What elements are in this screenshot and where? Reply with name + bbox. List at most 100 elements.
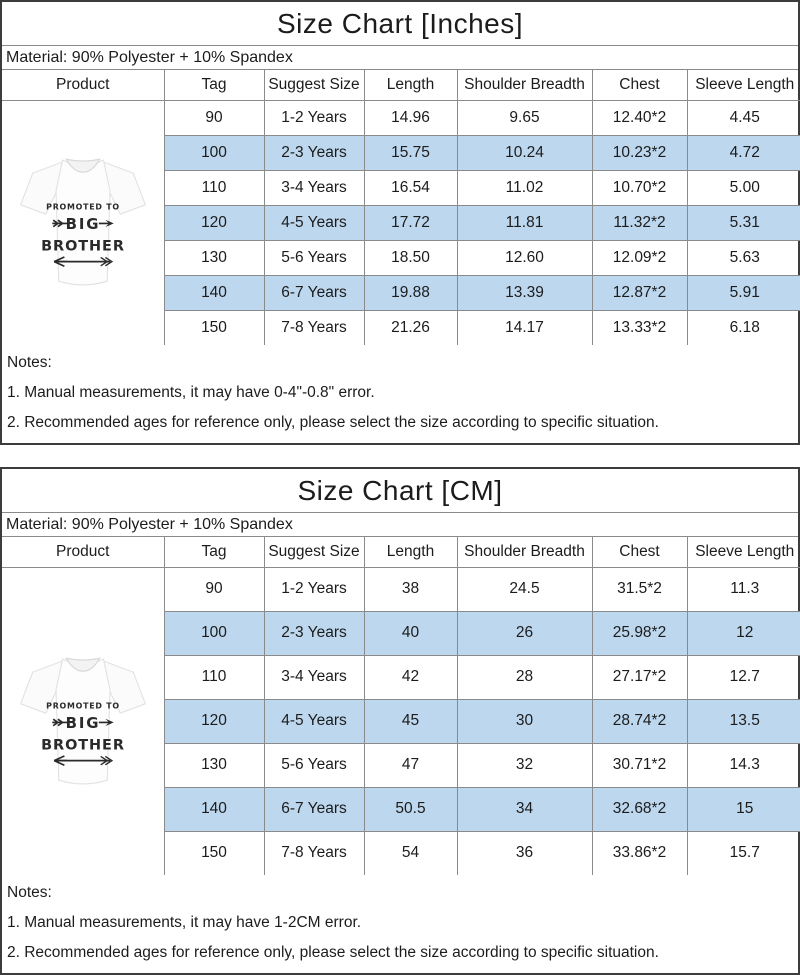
cell-chest: 32.68*2 [591,786,688,832]
cell-length: 17.72 [363,204,458,241]
column-header-sleeve-length: Sleeve Length [686,536,800,568]
column-header-product: Product [1,536,165,568]
cell-sleeve-length: 4.72 [686,134,800,171]
cell-length: 40 [363,610,458,656]
cell-chest: 12.87*2 [591,274,688,311]
cell-suggest-size: 2-3 Years [263,134,365,171]
cell-tag: 150 [163,830,265,876]
note-line-2: 2. Recommended ages for reference only, … [7,944,659,961]
tshirt-text-line3: BROTHER [41,737,125,753]
column-header-sleeve-length: Sleeve Length [686,69,800,101]
cell-sleeve-length: 5.63 [686,239,800,276]
cell-shoulder-breadth: 28 [456,654,593,700]
column-header-shoulder-breadth: Shoulder Breadth [456,536,593,568]
cell-chest: 25.98*2 [591,610,688,656]
notes-label: Notes: [7,884,52,901]
cell-tag: 110 [163,654,265,700]
cell-length: 45 [363,698,458,744]
table-body: PROMOTED TO BIG BROTHER 90 1-2 Years 38 24.… [1,566,800,876]
cell-sleeve-length: 4.45 [686,99,800,136]
cell-shoulder-breadth: 13.39 [456,274,593,311]
table-title-bar: Size Chart [Inches] [2,2,798,46]
header-row: Product Tag Suggest Size Length Shoulder Bre… [1,69,800,101]
tshirt-text-line1: PROMOTED TO [46,701,120,710]
cell-chest: 27.17*2 [591,654,688,700]
tshirt-product-image: PROMOTED TO BIG BROTHER [19,158,146,286]
column-header-suggest-size: Suggest Size [263,69,365,101]
column-header-shoulder-breadth: Shoulder Breadth [456,69,593,101]
cell-suggest-size: 6-7 Years [263,274,365,311]
cell-suggest-size: 7-8 Years [263,309,365,346]
cell-shoulder-breadth: 9.65 [456,99,593,136]
product-image-cell: PROMOTED TO BIG BROTHER [1,99,165,346]
cell-chest: 12.40*2 [591,99,688,136]
cell-tag: 120 [163,204,265,241]
cell-chest: 12.09*2 [591,239,688,276]
cell-shoulder-breadth: 10.24 [456,134,593,171]
cell-sleeve-length: 13.5 [686,698,800,744]
tshirt-collar [64,158,101,174]
size-row-100: 100 2-3 Years 15.75 10.24 10.23*2 4.72 [2,134,800,171]
cell-tag: 140 [163,274,265,311]
cell-length: 42 [363,654,458,700]
cell-suggest-size: 6-7 Years [263,786,365,832]
cell-suggest-size: 2-3 Years [263,610,365,656]
notes-section: Notes: 1. Manual measurements, it may ha… [2,875,798,973]
tshirt-text-line3: BROTHER [41,239,125,255]
size-chart-section: Size Chart [CM] Material: 90% Polyester … [0,467,800,975]
cell-tag: 150 [163,309,265,346]
size-row-120: 120 4-5 Years 45 30 28.74*2 13.5 [2,698,800,744]
column-header-chest: Chest [591,69,688,101]
cell-sleeve-length: 14.3 [686,742,800,788]
size-table: Product Tag Suggest Size Length Shoulder Bre… [1,536,800,876]
cell-shoulder-breadth: 11.02 [456,169,593,206]
cell-suggest-size: 3-4 Years [263,654,365,700]
cell-tag: 90 [163,99,265,136]
cell-tag: 110 [163,169,265,206]
cell-chest: 13.33*2 [591,309,688,346]
cell-suggest-size: 4-5 Years [263,698,365,744]
material-text: Material: 90% Polyester + 10% Spandex [6,516,293,533]
cell-sleeve-length: 15 [686,786,800,832]
cell-length: 19.88 [363,274,458,311]
cell-chest: 31.5*2 [591,566,688,612]
column-header-tag: Tag [163,536,265,568]
column-header-product: Product [1,69,165,101]
cell-suggest-size: 1-2 Years [263,566,365,612]
cell-sleeve-length: 5.00 [686,169,800,206]
bottom-arrow-decoration [53,754,113,766]
cell-tag: 100 [163,610,265,656]
material-row: Material: 90% Polyester + 10% Spandex [2,513,798,537]
cell-chest: 11.32*2 [591,204,688,241]
tshirt-product-image: PROMOTED TO BIG BROTHER [19,657,146,785]
size-table: Product Tag Suggest Size Length Shoulder Bre… [1,69,800,346]
cell-tag: 90 [163,566,265,612]
tshirt-text-line1: PROMOTED TO [46,203,120,212]
cell-suggest-size: 5-6 Years [263,742,365,788]
cell-length: 38 [363,566,458,612]
cell-sleeve-length: 12 [686,610,800,656]
cell-sleeve-length: 11.3 [686,566,800,612]
cell-length: 47 [363,742,458,788]
cell-sleeve-length: 6.18 [686,309,800,346]
bottom-arrow-decoration [53,256,113,268]
cell-chest: 10.23*2 [591,134,688,171]
header-row: Product Tag Suggest Size Length Shoulder Bre… [1,536,800,568]
size-row-140: 140 6-7 Years 19.88 13.39 12.87*2 5.91 [2,274,800,311]
notes-label: Notes: [7,354,52,371]
cell-shoulder-breadth: 26 [456,610,593,656]
tshirt-collar [64,657,101,672]
cell-sleeve-length: 5.91 [686,274,800,311]
cell-tag: 130 [163,239,265,276]
cell-tag: 130 [163,742,265,788]
cell-shoulder-breadth: 36 [456,830,593,876]
cell-chest: 30.71*2 [591,742,688,788]
table-title: Size Chart [Inches] [276,8,524,39]
table-title-bar: Size Chart [CM] [2,469,798,513]
cell-shoulder-breadth: 34 [456,786,593,832]
cell-shoulder-breadth: 12.60 [456,239,593,276]
cell-length: 54 [363,830,458,876]
cell-length: 18.50 [363,239,458,276]
note-line-1: 1. Manual measurements, it may have 0-4"… [7,384,375,401]
cell-length: 16.54 [363,169,458,206]
